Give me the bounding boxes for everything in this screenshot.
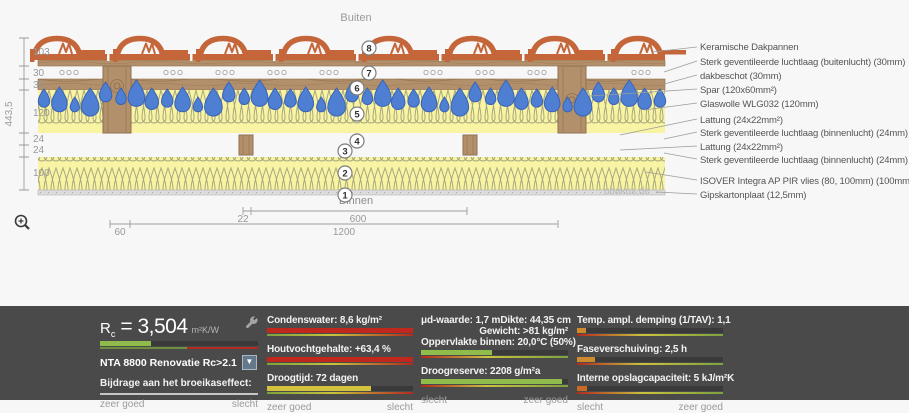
metric-droogtijd: Droogtijd: 72 dagen (267, 373, 413, 394)
greenhouse-scale (100, 393, 258, 395)
svg-text:1200: 1200 (333, 227, 356, 238)
svg-text:30: 30 (33, 68, 45, 79)
scale-labels: slecht zeer goed (577, 402, 723, 413)
surface-column: μd-waarde: 1,7 m Dikte: 44,35 cm Gewicht… (421, 315, 576, 406)
ud-value: μd-waarde: 1,7 m (421, 315, 501, 326)
greenhouse-label: Bijdrage aan het broeikaseffect: (100, 378, 252, 389)
layer-air-outside (59, 69, 651, 76)
condensation-drops (37, 79, 667, 117)
leader-lines (589, 46, 698, 195)
svg-text:5: 5 (354, 109, 360, 120)
label-dakpannen: Keramische Dakpannen (700, 42, 798, 53)
rc-symbol: Rc (100, 320, 116, 339)
svg-text:60: 60 (114, 227, 126, 238)
label-dakbeschot: dakbeschot (30mm) (700, 71, 781, 82)
scale-labels: zeer goed slecht (100, 399, 258, 410)
layer-marker-7[interactable]: 7 (361, 65, 377, 81)
bottom-dimensions (109, 207, 559, 228)
rc-bar (100, 341, 258, 346)
svg-text:443,5: 443,5 (4, 101, 15, 126)
dikte-value: Dikte: 44,35 cm (500, 315, 571, 326)
moisture-column: Condenswater: 8,6 kg/m² Houtvochtgehalte… (267, 315, 413, 413)
gewicht-value: Gewicht: >81 kg/m² (479, 326, 568, 337)
label-gips: Gipskartonplaat (12,5mm) (700, 190, 806, 201)
nta-select-label: NTA 8800 Renovatie Rc>2.1 (100, 356, 237, 369)
rc-unit: m²K/W (191, 325, 220, 335)
svg-text:7: 7 (366, 68, 371, 79)
svg-text:30: 30 (33, 80, 45, 91)
svg-text:2: 2 (342, 168, 347, 179)
svg-text:22: 22 (237, 214, 249, 225)
layer-labels: Keramische Dakpannen Sterk geventileerde… (700, 42, 909, 201)
thermal-column: Temp. ampl. demping (1/TAV): 1,1 Fasever… (577, 315, 734, 413)
zoom-in-icon[interactable] (14, 214, 30, 230)
scale-labels: zeer goed slecht (267, 402, 413, 413)
svg-text:4: 4 (354, 136, 360, 147)
wrench-icon[interactable] (244, 315, 258, 334)
scale-good: zeer goed (100, 399, 145, 410)
outside-label: Buiten (340, 12, 371, 24)
layer-roof-tiles (30, 35, 691, 62)
layer-marker-3[interactable]: 3 (337, 143, 353, 159)
metric-temp-ampl-demping: Temp. ampl. demping (1/TAV): 1,1 (577, 315, 731, 336)
scale-bad: slecht (231, 399, 258, 410)
svg-text:24: 24 (33, 145, 45, 156)
metric-houtvochtgehalte: Houtvochtgehalte: +63,4 % (267, 344, 413, 365)
label-spar: Spar (120x60mm²) (700, 85, 777, 96)
svg-text:100: 100 (33, 168, 50, 179)
svg-text:6: 6 (354, 83, 359, 94)
bottom-dimension-labels: 22 600 60 1200 (114, 214, 366, 238)
rc-value: = 3,504 (120, 315, 188, 338)
label-luchtlaag-binnen-1: Sterk geventileerde luchtlaag (binnenluc… (700, 128, 908, 139)
scale-labels: slecht zeer goed (421, 395, 568, 406)
layer-markers[interactable]: 1 2 34 5 67 8 (337, 40, 377, 203)
metric-oppervlakte-binnen: Oppervlakte binnen: 20,0°C (50%) (421, 337, 576, 358)
svg-text:1: 1 (342, 190, 348, 201)
label-glaswolle: Glaswolle WLG032 (120mm) (700, 99, 818, 110)
rc-column: Rc = 3,504 m²K/W NTA 8800 Renovatie Rc>2… (100, 315, 258, 410)
layer-marker-2[interactable]: 2 (337, 165, 353, 181)
left-dimensions (19, 37, 29, 191)
label-luchtlaag-binnen-2: Sterk geventileerde luchtlaag (binnenluc… (700, 155, 908, 166)
svg-text:103: 103 (33, 47, 50, 58)
layer-marker-6[interactable]: 6 (349, 80, 365, 96)
metric-droogreserve: Droogreserve: 2208 g/m²a (421, 366, 568, 387)
rc-scale (100, 347, 258, 349)
rc-value-line: Rc = 3,504 m²K/W (100, 315, 258, 339)
dropdown-icon[interactable]: ▼ (241, 355, 257, 370)
svg-text:3: 3 (342, 146, 347, 157)
metric-interne-opslagcapaciteit: Interne opslagcapaciteit: 5 kJ/m²K (577, 373, 734, 394)
svg-text:120: 120 (33, 108, 50, 119)
label-lattung-1: Lattung (24x22mm²) (700, 115, 783, 126)
results-panel: Rc = 3,504 m²K/W NTA 8800 Renovatie Rc>2… (0, 306, 909, 413)
layer-lattung-air (238, 134, 478, 156)
metric-condenswater: Condenswater: 8,6 kg/m² (267, 315, 413, 336)
svg-text:8: 8 (366, 43, 371, 54)
label-luchtlaag-buiten: Sterk geventileerde luchtlaag (buitenluc… (700, 57, 905, 68)
layer-tile-lath (37, 59, 666, 67)
layer-marker-1[interactable]: 1 (337, 187, 353, 203)
label-isover: ISOVER Integra AP PIR vlies (80, 100mm) … (700, 176, 909, 187)
svg-text:600: 600 (350, 214, 367, 225)
layer-marker-8[interactable]: 8 (361, 40, 377, 56)
layer-marker-5[interactable]: 5 (349, 106, 365, 122)
watermark: ubakus.de (604, 186, 651, 197)
construction-diagram: Buiten Binnen (4, 12, 909, 238)
svg-text:24: 24 (33, 134, 45, 145)
layer-marker-4[interactable]: 4 (349, 133, 365, 149)
label-lattung-2: Lattung (24x22mm²) (700, 142, 783, 153)
left-dimension-labels: 103 30 30 120 24 24 100 443,5 (4, 47, 50, 179)
metric-faseverschuiving: Faseverschuiving: 2,5 h (577, 344, 723, 365)
